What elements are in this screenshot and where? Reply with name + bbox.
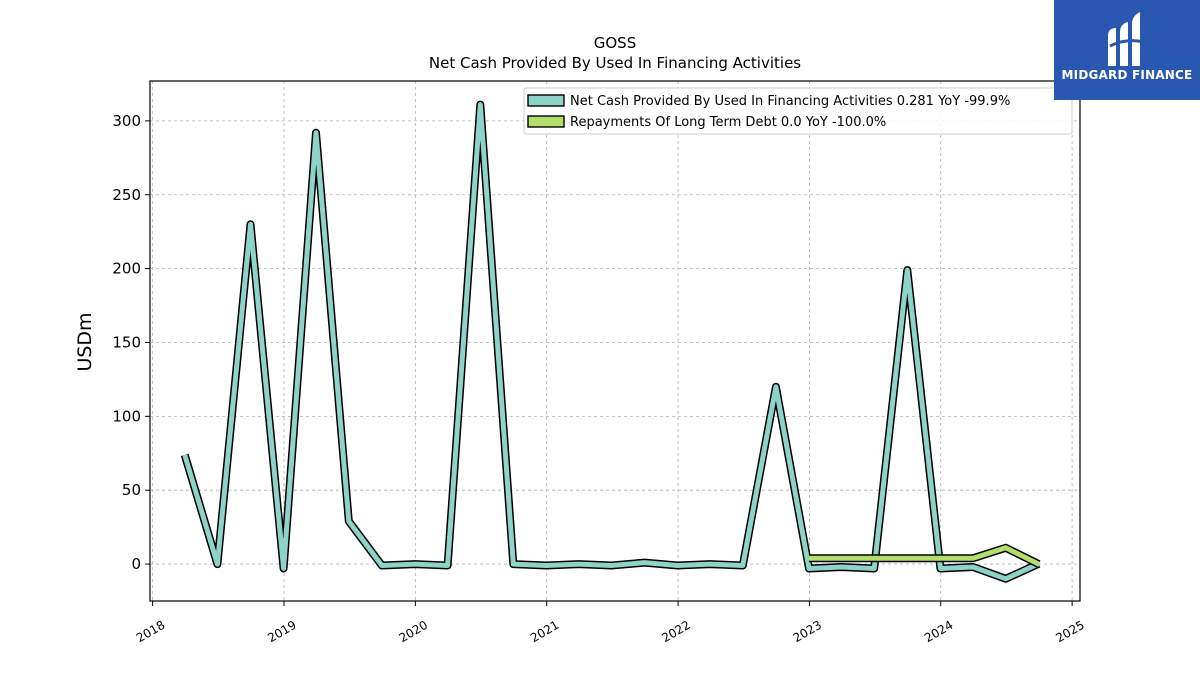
y-tick-label: 200 [112, 260, 141, 278]
chart-subtitle: Net Cash Provided By Used In Financing A… [429, 54, 801, 72]
x-tick-label: 2024 [922, 618, 955, 645]
series-line-1 [809, 545, 1040, 567]
y-axis-label: USDm [74, 312, 96, 371]
series-layer [180, 100, 1041, 583]
x-tick-label: 2020 [397, 618, 430, 645]
plot-frame [149, 80, 1081, 602]
legend-box [523, 87, 1073, 135]
x-axis: 2018 2019 2020 2021 2022 2023 2024 2025 [134, 601, 1087, 645]
x-tick-label: 2022 [659, 618, 692, 645]
x-tick-label: 2019 [265, 618, 298, 645]
x-tick-label: 2021 [528, 618, 561, 645]
legend-swatch [527, 115, 565, 128]
midgard-logo-icon [1108, 12, 1145, 66]
chart-title: GOSS [594, 34, 636, 52]
legend-label: Repayments Of Long Term Debt 0.0 YoY -10… [570, 115, 886, 130]
y-tick-label: 250 [112, 186, 141, 204]
series-line-0 [182, 102, 1040, 582]
y-tick-label: 300 [112, 112, 141, 130]
x-tick-label: 2023 [791, 618, 824, 645]
y-tick-label: 50 [122, 481, 141, 499]
y-axis: 0 50 100 150 200 250 300 [112, 112, 150, 573]
y-tick-label: 100 [112, 407, 141, 425]
y-tick-label: 0 [131, 555, 141, 573]
legend: Net Cash Provided By Used In Financing A… [523, 87, 1073, 135]
brand-name: MIDGARD FINANCE [1061, 68, 1193, 82]
legend-swatch [527, 94, 565, 107]
y-tick-label: 150 [112, 333, 141, 351]
x-tick-label: 2018 [134, 618, 167, 645]
x-tick-label: 2025 [1053, 618, 1086, 645]
brand-logo: MIDGARD FINANCE [1054, 0, 1200, 100]
legend-label: Net Cash Provided By Used In Financing A… [570, 94, 1010, 109]
